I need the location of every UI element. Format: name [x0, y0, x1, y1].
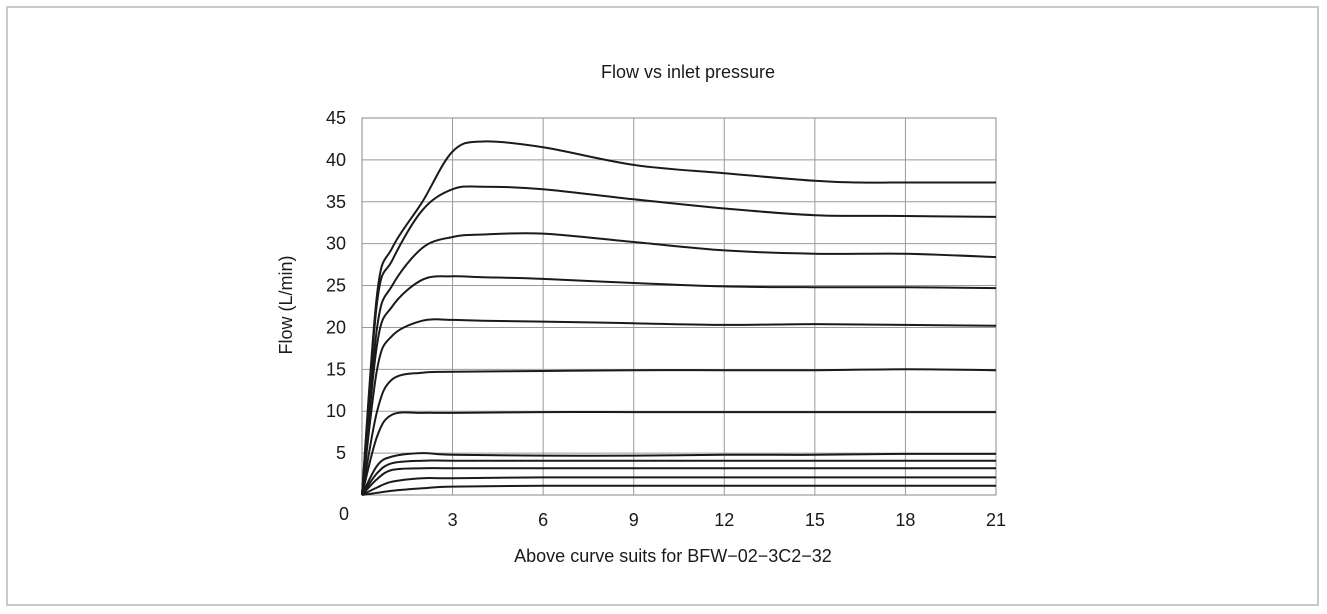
flow-curve-2	[361, 185, 997, 496]
flow-curve-12	[361, 484, 996, 496]
y-tick-label: 40	[326, 150, 346, 170]
y-tick-label: 15	[326, 359, 346, 379]
y-tick-label: 20	[326, 317, 346, 337]
x-tick-labels: 3 6 9 12 15 18 21	[448, 510, 1006, 530]
x-tick-label: 18	[895, 510, 915, 530]
x-tick-label: 12	[714, 510, 734, 530]
chart-frame	[6, 6, 1319, 606]
flow-curve-9	[361, 459, 997, 496]
flow-curve-1	[361, 140, 996, 496]
plot-border	[361, 117, 997, 496]
y-tick-label: 10	[326, 401, 346, 421]
y-tick-label: 45	[326, 108, 346, 128]
flow-curve-6	[361, 368, 997, 496]
flow-curve-11	[361, 476, 996, 496]
x-axis-label: Above curve suits for BFW−02−3C2−32	[514, 546, 832, 566]
x-tick-label: 15	[805, 510, 825, 530]
y-tick-label: 35	[326, 192, 346, 212]
x-tick-label: 21	[986, 510, 1006, 530]
flow-curve-10	[361, 467, 996, 496]
y-tick-labels: 5 10 15 20 25 30 35 40 45	[326, 108, 346, 463]
y-tick-label: 5	[336, 443, 346, 463]
flow-curve-3	[361, 232, 997, 496]
y-tick-label: 30	[326, 234, 346, 254]
flow-curve-5	[361, 318, 997, 496]
flow-curve-8	[361, 452, 997, 496]
y-tick-label: 25	[326, 276, 346, 296]
flow-curve-4	[361, 275, 997, 496]
x-tick-label: 9	[629, 510, 639, 530]
x-tick-label: 3	[448, 510, 458, 530]
x-origin-label: 0	[339, 504, 349, 524]
y-axis-label: Flow (L/min)	[276, 255, 296, 354]
x-tick-label: 6	[538, 510, 548, 530]
series-group	[361, 140, 997, 496]
chart-title: Flow vs inlet pressure	[601, 62, 775, 82]
grid	[362, 117, 997, 495]
flow-curve-7	[361, 411, 996, 496]
